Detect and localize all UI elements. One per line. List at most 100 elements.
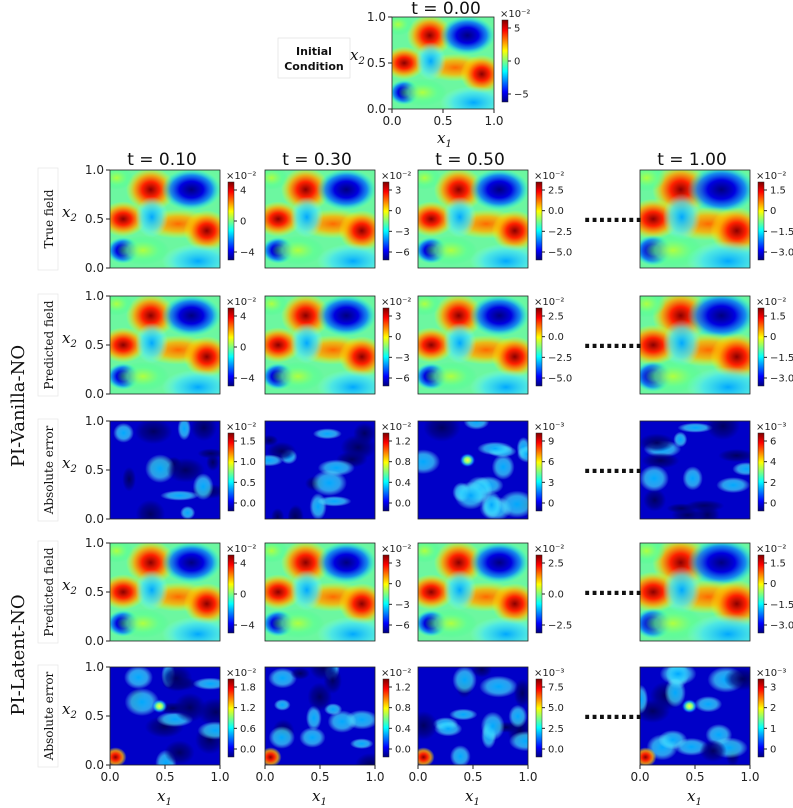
colorbar-exponent: ×10⁻² <box>226 297 256 308</box>
row-label: Absolute error <box>42 671 56 761</box>
colorbar-tick-label: 5.0 <box>548 703 564 714</box>
colorbar-exponent: ×10⁻² <box>226 544 256 555</box>
colorbar <box>535 307 543 387</box>
colorbar-tick-label: 2 <box>770 703 776 714</box>
field-blob <box>392 17 414 36</box>
heatmap-panel: ×10⁻² 3 0 −3 −6 <box>264 295 411 395</box>
x-tick-label: 0.0 <box>630 770 649 784</box>
colorbar-tick-label: 0.0 <box>240 745 256 756</box>
colorbar <box>535 181 543 261</box>
field-blob <box>316 296 375 337</box>
colorbar <box>757 432 765 512</box>
colorbar-tick-label: 4 <box>770 457 776 468</box>
field-blob <box>443 569 477 611</box>
colorbar-tick-label: 3 <box>395 312 401 323</box>
y-tick-label: 1.0 <box>85 536 104 550</box>
field-blob <box>125 296 176 338</box>
row-true-field: True field x2 0.0 0.5 1.0 ×10⁻² 4 0 −4 ×10⁻² 3 0 −3 −… <box>37 163 793 275</box>
x-tick-label: 0.0 <box>382 114 401 128</box>
field-blob <box>491 210 528 252</box>
x-tick-label: 0.5 <box>463 770 482 784</box>
colorbar <box>227 307 235 387</box>
y-tick-label: 1.0 <box>85 163 104 177</box>
field-blob <box>316 170 375 211</box>
heatmap-panel: 0.0 0.5 1.0 ×10⁻³ 7.5 5.0 2.5 0.0 <box>408 666 564 784</box>
colorbar-tick-label: 0.4 <box>395 478 411 489</box>
y-tick-label: 0.5 <box>85 709 104 723</box>
colorbar-tick-label: −5.0 <box>548 374 572 385</box>
colorbar-tick-label: −4 <box>240 248 255 259</box>
x-axis-label: x1 <box>157 787 172 808</box>
colorbar-exponent: ×10⁻³ <box>534 668 564 679</box>
colorbar-tick-label: 1.2 <box>240 703 256 714</box>
field-blob <box>469 369 528 394</box>
colorbar-exponent: ×10⁻² <box>381 297 411 308</box>
field-blob <box>424 361 478 392</box>
field-blob <box>110 170 134 190</box>
heatmap-panel: 0.0 0.5 1.0 ×10⁻² 4 0 −4 <box>85 536 256 648</box>
x-tick-label: 0.5 <box>310 770 329 784</box>
colorbar-exponent: ×10⁻² <box>381 422 411 433</box>
x-tick-label: 1.0 <box>365 770 384 784</box>
colorbar-tick-label: 9 <box>548 437 554 448</box>
colorbar <box>757 554 765 634</box>
field-blob <box>265 170 289 190</box>
field-blob <box>406 17 453 57</box>
field-blob <box>316 369 375 394</box>
field-blob <box>687 170 750 214</box>
colorbar-tick-label: 0 <box>395 332 401 343</box>
field-blob <box>433 296 484 338</box>
heatmap-panel: ×10⁻² 2.5 0.0 −2.5 −5.0 <box>417 295 572 395</box>
y-tick-label: 0.5 <box>85 212 104 226</box>
colorbar-exponent: ×10⁻² <box>756 171 786 182</box>
x-axis-label: x1 <box>465 787 480 808</box>
colorbar-tick-label: −1.5 <box>770 600 793 611</box>
colorbar-tick-label: 2.5 <box>548 312 564 323</box>
colorbar <box>757 307 765 387</box>
colorbar-tick-label: 0.0 <box>548 332 564 343</box>
colorbar-tick-label: 3 <box>395 186 401 197</box>
heatmap-panel: ×10⁻² 2.5 0.0 −2.5 −5.0 <box>417 169 572 269</box>
field-blob <box>418 543 442 563</box>
field-blob <box>280 543 331 585</box>
colorbar-tick-label: 0 <box>770 332 776 343</box>
field-blob <box>491 336 528 378</box>
colorbar-tick-label: 0 <box>395 206 401 217</box>
colorbar <box>382 554 390 634</box>
colorbar-tick-label: −2.5 <box>548 621 572 632</box>
colorbar <box>227 432 235 512</box>
colorbar-tick-label: 0 <box>548 499 554 510</box>
group-label: PI-Vanilla-NO <box>8 345 29 467</box>
field-blob <box>460 54 494 94</box>
colorbar-tick-label: 0 <box>514 57 520 68</box>
colorbar-tick-label: 0.4 <box>395 724 411 735</box>
field-blob <box>125 170 176 212</box>
heatmap-panel: ×10⁻³ 9 6 3 0 <box>417 420 564 520</box>
colorbar-tick-label: 3 <box>770 683 776 694</box>
row-label: Absolute error <box>42 425 56 515</box>
field-blob <box>290 196 324 238</box>
colorbar <box>757 181 765 261</box>
colorbar-tick-label: 7.5 <box>548 683 564 694</box>
heatmap-panel: 0.0 0.5 1.0 ×10⁻² 4 0 −4 <box>85 163 256 275</box>
colorbar <box>501 19 509 103</box>
group-label: PI-Latent-NO <box>8 594 29 715</box>
field-blob <box>662 193 701 241</box>
field-blob <box>183 583 220 625</box>
x-tick-label: 0.0 <box>408 770 427 784</box>
field-blob <box>439 86 494 109</box>
heatmap-panel: 0.0 0.5 1.0 ×10⁻² 1.2 0.8 0.4 0.0 <box>255 666 411 784</box>
field-blob <box>469 170 528 211</box>
field-blob <box>183 336 220 378</box>
colorbar-tick-label: 0 <box>770 579 776 590</box>
field-blob <box>135 196 169 238</box>
field-blob <box>640 296 666 318</box>
x-axis-label: x1 <box>687 787 702 808</box>
x-tick-label: 1.0 <box>484 114 503 128</box>
x-tick-label: 0.0 <box>100 770 119 784</box>
field-blob <box>424 235 478 266</box>
field-blob <box>271 608 325 639</box>
y-tick-label: 1.0 <box>85 660 104 674</box>
colorbar-exponent: ×10⁻² <box>381 544 411 555</box>
